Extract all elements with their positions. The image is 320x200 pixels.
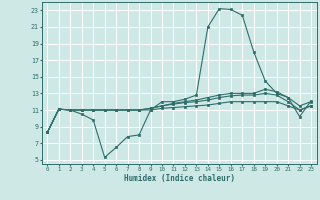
X-axis label: Humidex (Indice chaleur): Humidex (Indice chaleur) [124, 174, 235, 183]
